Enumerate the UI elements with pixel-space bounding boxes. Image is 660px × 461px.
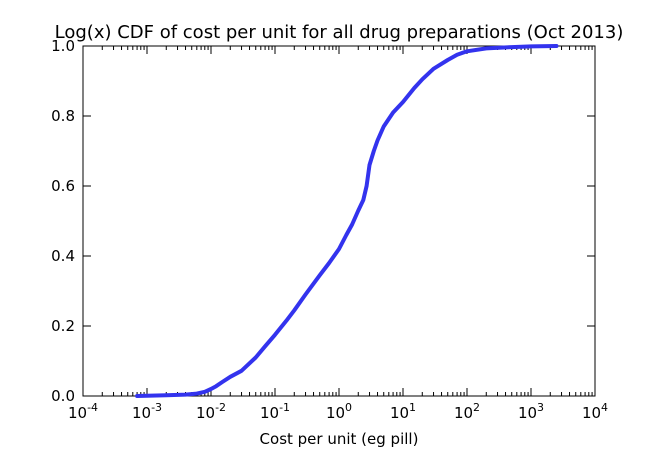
x-tick-exponent: 1 — [409, 401, 416, 414]
x-tick-label: 100 — [326, 401, 352, 422]
cdf-series-line — [135, 44, 559, 398]
x-tick-exponent: 2 — [473, 401, 480, 414]
x-tick-base: 10 — [454, 404, 473, 422]
y-axis-ticks: 0.0 0.2 0.4 0.6 0.8 1.0 — [51, 37, 595, 405]
x-tick-label: 10-1 — [260, 401, 290, 422]
x-tick-exponent: -1 — [279, 401, 290, 414]
y-tick-label: 0.2 — [51, 317, 75, 335]
x-tick-base: 10 — [132, 404, 151, 422]
x-tick-base: 10 — [196, 404, 215, 422]
x-tick-label: 10-4 — [68, 401, 98, 422]
x-tick-exponent: -2 — [215, 401, 226, 414]
x-tick-base: 10 — [326, 404, 345, 422]
y-tick-label: 0.6 — [51, 177, 75, 195]
plot-area — [82, 45, 596, 397]
y-tick-label: 0.4 — [51, 247, 75, 265]
x-tick-label: 101 — [390, 401, 416, 422]
x-tick-exponent: -4 — [87, 401, 98, 414]
x-tick-base: 10 — [518, 404, 537, 422]
x-tick-exponent: -3 — [151, 401, 162, 414]
x-tick-label: 104 — [582, 401, 608, 422]
x-tick-exponent: 3 — [537, 401, 544, 414]
y-tick-label: 1.0 — [51, 37, 75, 55]
x-tick-base: 10 — [582, 404, 601, 422]
x-tick-exponent: 0 — [345, 401, 352, 414]
chart-title: Log(x) CDF of cost per unit for all drug… — [55, 22, 624, 43]
x-tick-label: 102 — [454, 401, 480, 422]
y-tick-label: 0.0 — [51, 387, 75, 405]
x-tick-base: 10 — [260, 404, 279, 422]
x-tick-label: 10-3 — [132, 401, 162, 422]
x-axis-ticks: 10-4 10-3 10-2 10-1 100 101 102 103 104 — [68, 46, 608, 422]
x-tick-label: 10-2 — [196, 401, 226, 422]
x-tick-base: 10 — [68, 404, 87, 422]
x-axis-label: Cost per unit (eg pill) — [260, 430, 419, 448]
x-tick-label: 103 — [518, 401, 544, 422]
y-tick-label: 0.8 — [51, 107, 75, 125]
x-tick-base: 10 — [390, 404, 409, 422]
x-tick-exponent: 4 — [601, 401, 608, 414]
